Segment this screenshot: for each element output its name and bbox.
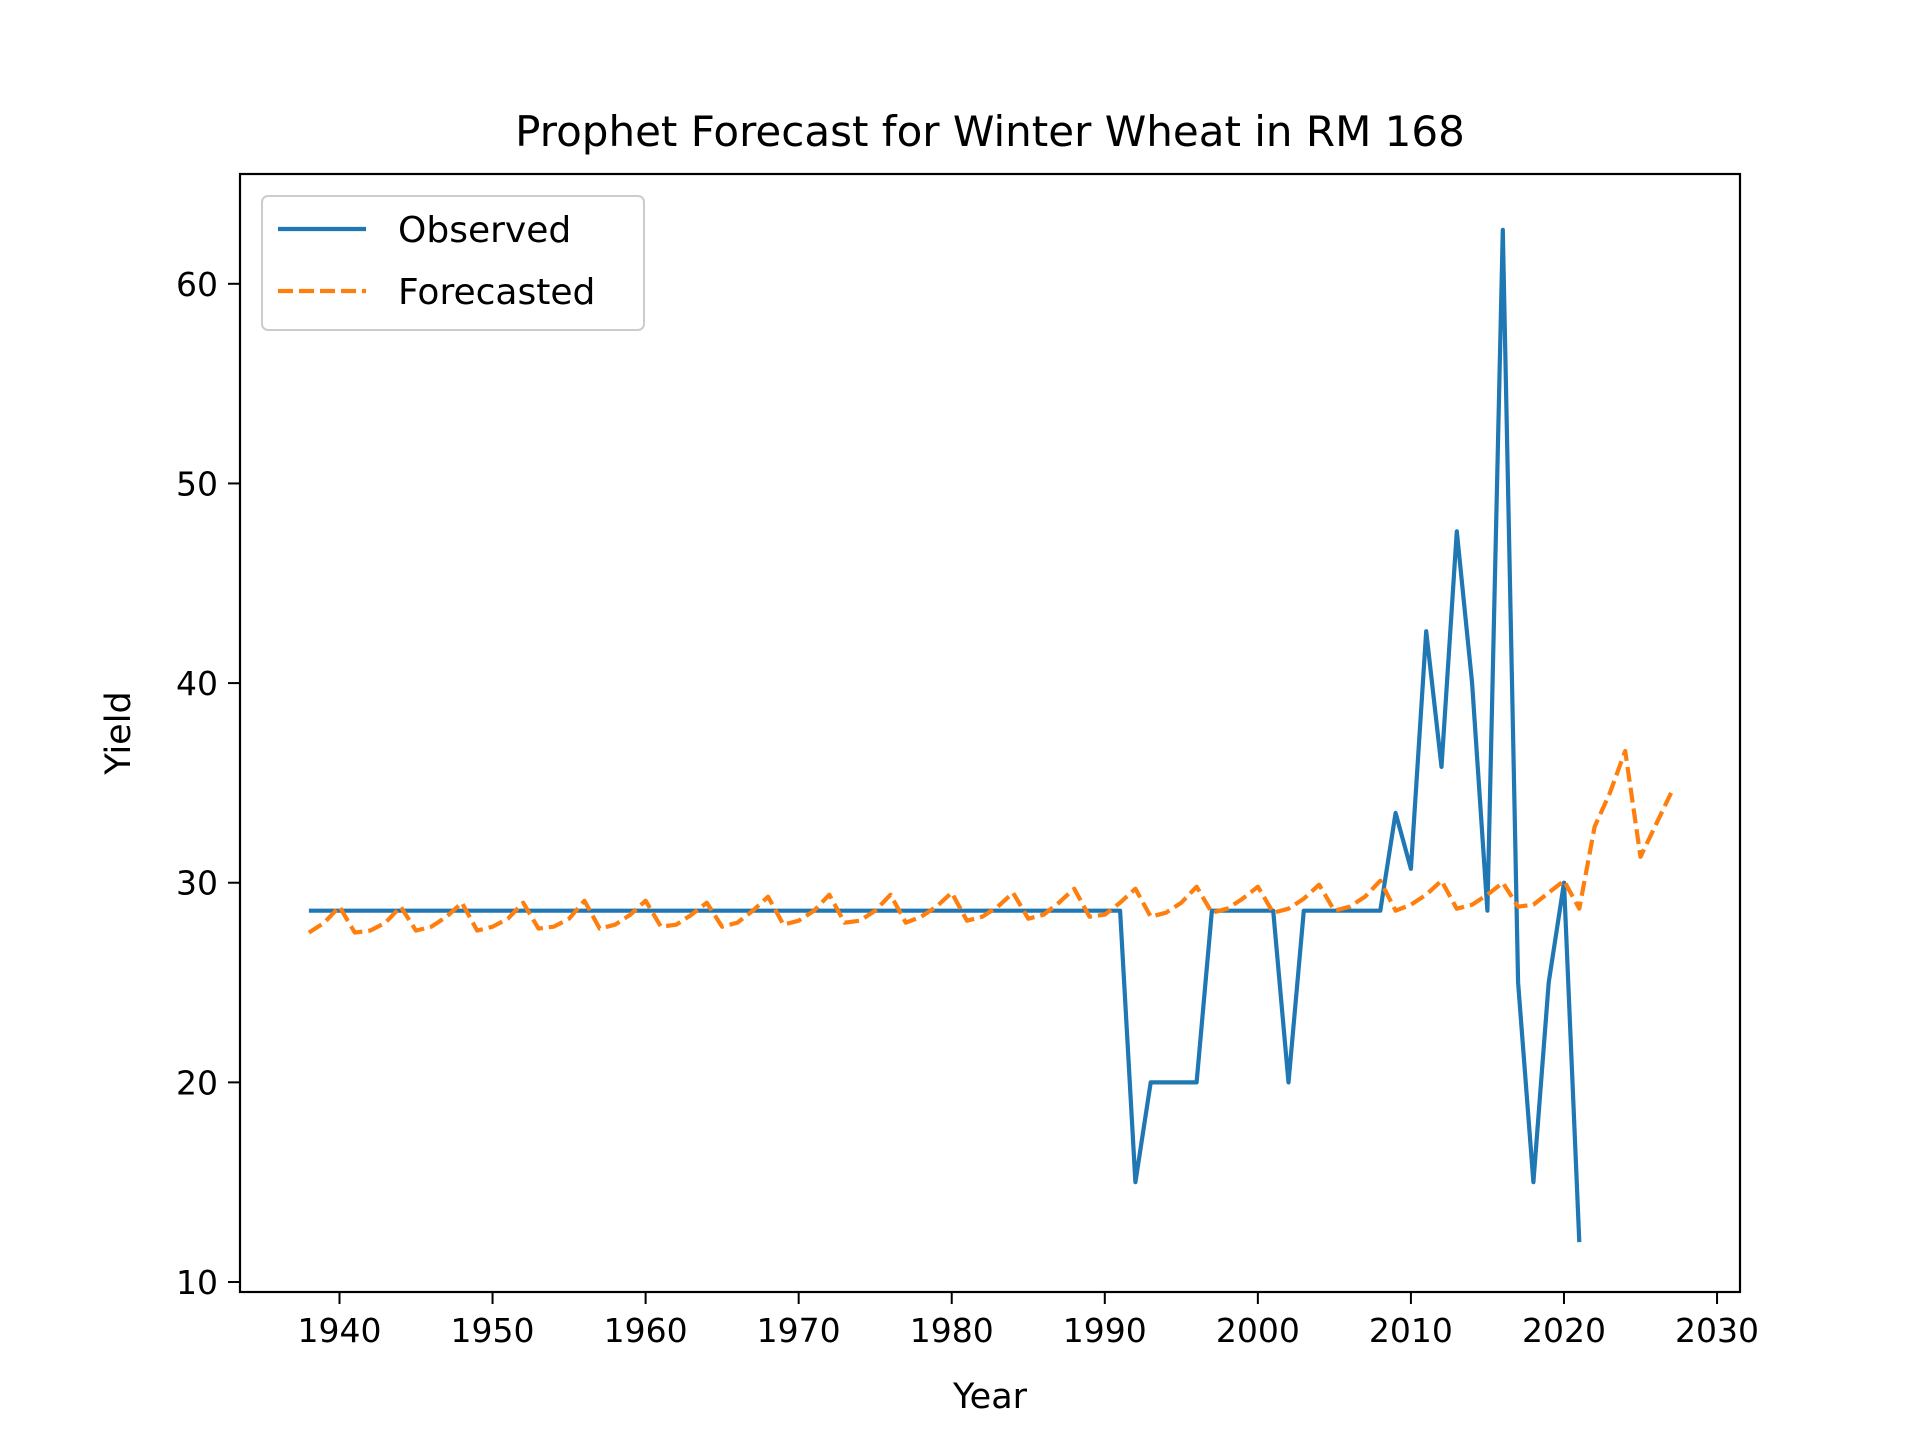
chart-title: Prophet Forecast for Winter Wheat in RM … [515,107,1465,156]
x-tick-label: 1960 [604,1311,688,1350]
x-tick-label: 2030 [1675,1311,1759,1350]
legend: Observed Forecasted [261,195,645,331]
plot-layer [307,227,1673,1243]
y-tick-label: 10 [176,1263,218,1302]
series-line-observed [308,227,1582,1243]
y-tick-label: 40 [176,664,218,703]
plot-area-frame [238,172,1742,1294]
x-tick-label: 1990 [1063,1311,1147,1350]
x-axis-title: Year [952,1377,1028,1417]
x-axis: 1940 1950 1960 1970 1980 1990 2000 2010 2020 2030 [297,1292,1759,1350]
x-tick-label: 1940 [297,1311,381,1350]
series-line-forecasted [307,748,1673,935]
legend-label-forecasted: Forecasted [398,272,595,313]
y-tick-label: 50 [176,464,218,503]
y-tick-label: 20 [176,1063,218,1102]
legend-label-observed: Observed [398,210,571,251]
x-tick-label: 2020 [1522,1311,1606,1350]
y-axis-title: Yield [99,691,139,775]
x-tick-label: 1970 [757,1311,841,1350]
y-tick-label: 30 [176,864,218,903]
y-axis: 10 20 30 40 50 60 [176,265,240,1302]
x-tick-label: 2000 [1216,1311,1300,1350]
x-tick-label: 1980 [910,1311,994,1350]
x-tick-label: 2010 [1369,1311,1453,1350]
y-tick-label: 60 [176,265,218,304]
x-tick-label: 1950 [451,1311,535,1350]
